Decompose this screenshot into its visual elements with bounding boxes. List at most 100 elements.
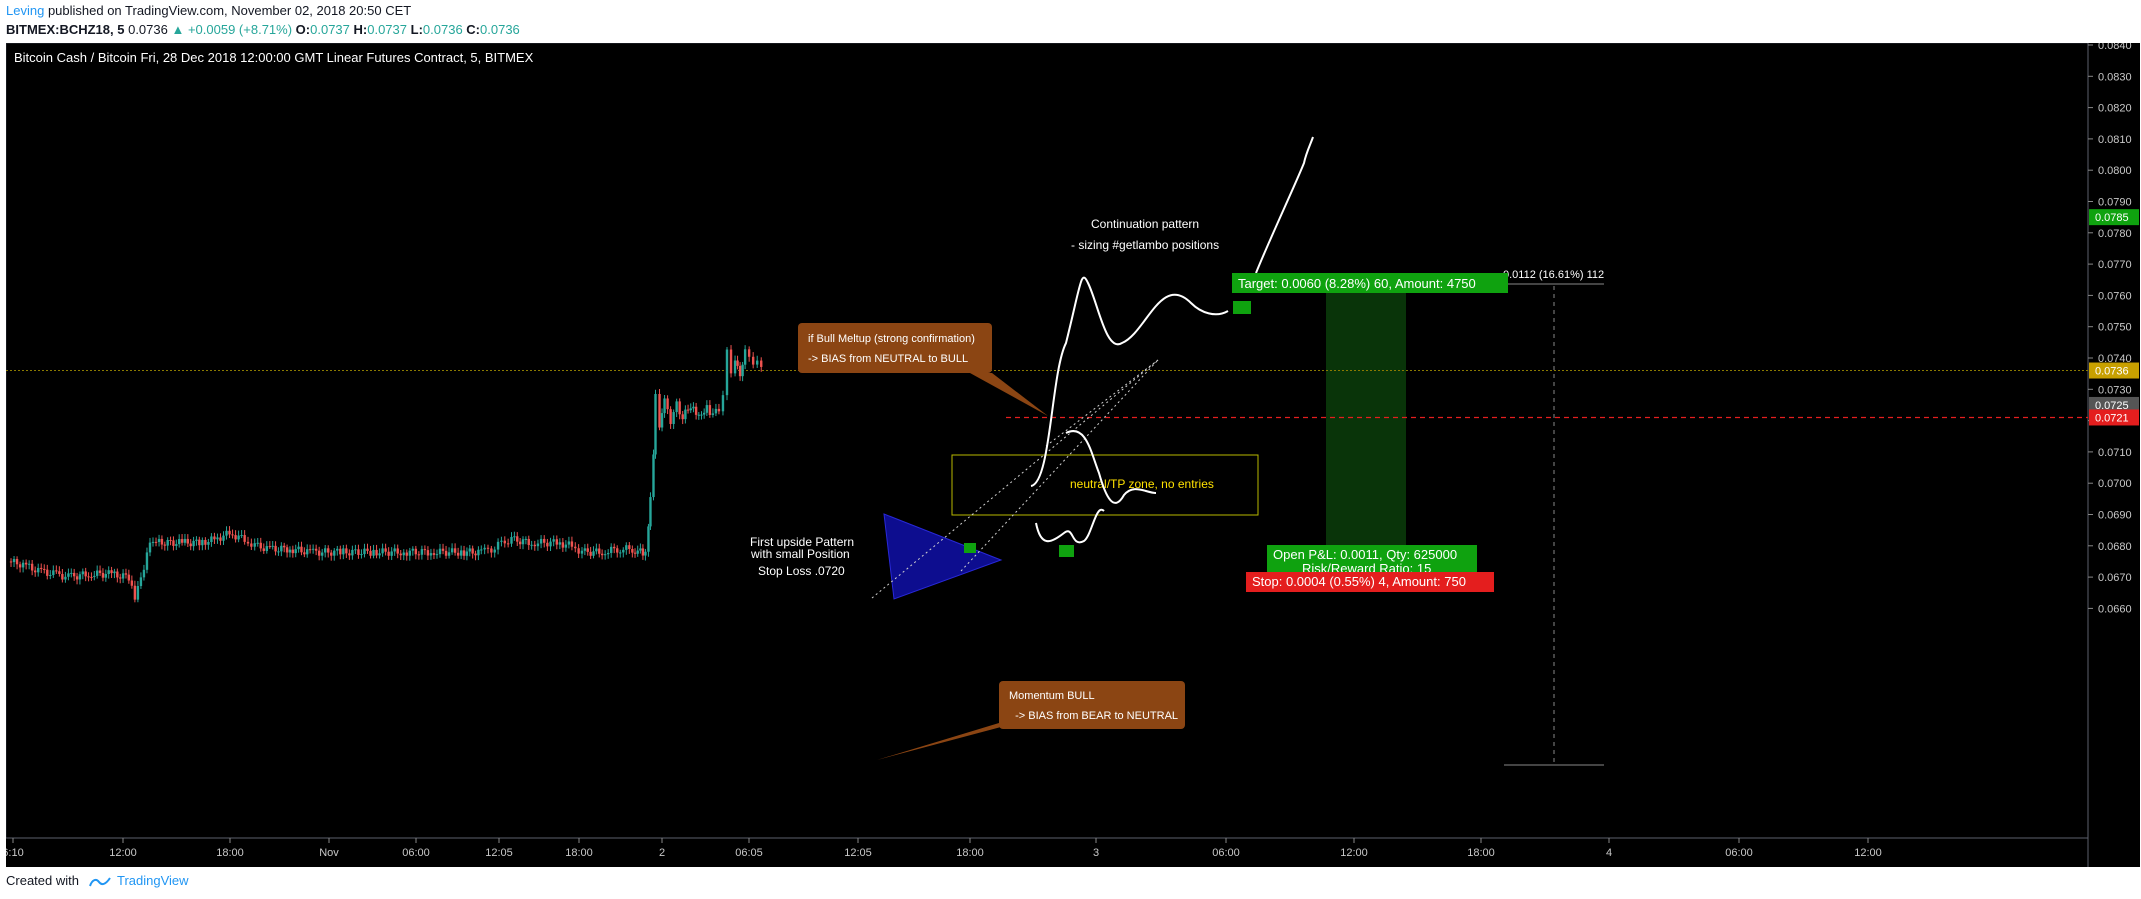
candle-body xyxy=(306,549,309,555)
candle-body xyxy=(46,569,49,576)
created-with-text: Created with xyxy=(6,873,79,888)
callout-momentum: Momentum BULL -> BIAS from BEAR to NEUTR… xyxy=(877,681,1185,760)
candle-body xyxy=(81,571,85,575)
candle-body xyxy=(243,535,246,542)
candle-body xyxy=(12,558,16,563)
x-tick-label: 12:05 xyxy=(485,847,513,859)
triangle-pattern xyxy=(883,513,1003,600)
candle-body xyxy=(503,540,506,544)
y-tick-label: 0.0840 xyxy=(2098,43,2132,52)
candle-body xyxy=(219,537,222,541)
candle-body xyxy=(84,571,87,577)
candle-body xyxy=(686,409,690,411)
stop-label: Stop: 0.0004 (0.55%) 4, Amount: 750 xyxy=(1252,574,1466,589)
candle-body xyxy=(711,413,715,415)
candle-body xyxy=(148,542,152,553)
candle-body xyxy=(116,571,119,578)
candle-body xyxy=(444,550,448,556)
callout-bull-meltup-box xyxy=(798,323,992,373)
candle-body xyxy=(43,568,46,570)
candle-body xyxy=(33,570,37,573)
candle-body xyxy=(124,573,128,575)
candle-body xyxy=(549,541,552,547)
candle-body xyxy=(314,548,318,551)
y-tick-label: 0.0780 xyxy=(2098,228,2132,240)
measure-label: 0.0112 (16.61%) 112 xyxy=(1503,269,1604,281)
neutral-projection-path xyxy=(1065,430,1157,504)
candle-body xyxy=(490,548,493,553)
target-label-box xyxy=(1232,273,1508,293)
candle-body xyxy=(429,553,433,556)
candle-body xyxy=(692,406,695,409)
candle-body xyxy=(93,575,96,577)
candle-body xyxy=(631,548,634,553)
candle-body xyxy=(333,550,336,556)
candle-body xyxy=(561,542,565,548)
callout-momentum-line1: Momentum BULL xyxy=(1009,690,1095,702)
tradingview-logo-icon xyxy=(88,876,111,888)
y-tick-label: 0.0810 xyxy=(2098,134,2132,146)
chart-area[interactable]: Bitcoin Cash / Bitcoin Fri, 28 Dec 2018 … xyxy=(2,40,2140,867)
candle-body xyxy=(432,553,436,555)
candle-body xyxy=(564,544,568,548)
candle-body xyxy=(622,549,625,553)
candle-body xyxy=(237,535,240,540)
candle-body xyxy=(52,570,55,575)
x-tick-label: 12:00 xyxy=(1854,847,1882,859)
x-tick-label: Nov xyxy=(319,847,339,859)
candle-body xyxy=(234,535,237,540)
candle-body xyxy=(107,570,110,575)
author-link[interactable]: Leving xyxy=(6,3,45,18)
candle-body xyxy=(72,572,76,577)
candle-body xyxy=(61,573,64,580)
x-tick-label: 12:00 xyxy=(109,847,137,859)
ohlc-bar: BITMEX:BCHZ18, 5 0.0736 ▲ +0.0059 (+8.71… xyxy=(6,22,520,37)
price-label-box xyxy=(2089,362,2139,379)
candle-body xyxy=(142,569,146,578)
price-chart[interactable]: Bitcoin Cash / Bitcoin Fri, 28 Dec 2018 … xyxy=(2,40,2140,867)
candle-body xyxy=(751,356,755,365)
y-tick-label: 0.0680 xyxy=(2098,541,2132,553)
low-label: L: xyxy=(410,22,423,37)
candle-body xyxy=(177,539,181,545)
open-label: O: xyxy=(295,22,311,37)
candle-body xyxy=(390,551,393,556)
candle-body xyxy=(201,539,204,546)
y-tick-label: 0.0740 xyxy=(2098,353,2132,365)
x-tick-label: 06:00 xyxy=(1212,847,1240,859)
entry-marker-high xyxy=(1233,301,1251,314)
candle-body xyxy=(90,576,93,578)
publish-header: Leving published on TradingView.com, Nov… xyxy=(0,0,2141,42)
candle-body xyxy=(384,548,387,552)
candle-body xyxy=(336,548,339,551)
candle-body xyxy=(453,548,457,553)
candle-body xyxy=(277,551,280,553)
candle-body xyxy=(210,536,213,542)
candle-body xyxy=(121,573,125,579)
candle-body xyxy=(387,551,390,556)
candle-body xyxy=(546,542,549,547)
candle-body xyxy=(186,538,190,544)
price-label-text: 0.0721 xyxy=(2095,412,2129,424)
candle-body xyxy=(253,543,256,547)
x-tick-label: 12:05 xyxy=(844,847,872,859)
candle-body xyxy=(259,542,262,549)
dip-projection-path xyxy=(1035,508,1105,544)
candle-body xyxy=(506,543,510,545)
close-value: 0.0736 xyxy=(480,22,520,37)
candle-body xyxy=(574,546,577,549)
y-tick-label: 0.0770 xyxy=(2098,259,2132,271)
candle-body xyxy=(516,536,519,542)
candle-body xyxy=(468,548,471,552)
candle-body xyxy=(250,543,253,547)
candle-body xyxy=(603,554,607,556)
x-tick-label: 06:05 xyxy=(735,847,763,859)
candle-body xyxy=(619,552,622,554)
candle-body xyxy=(717,408,721,412)
candle-body xyxy=(399,553,402,556)
tradingview-link[interactable]: TradingView xyxy=(117,873,189,888)
candle-body xyxy=(616,548,619,553)
candle-body xyxy=(78,574,82,580)
candle-body xyxy=(658,393,661,428)
candle-body xyxy=(521,539,525,545)
